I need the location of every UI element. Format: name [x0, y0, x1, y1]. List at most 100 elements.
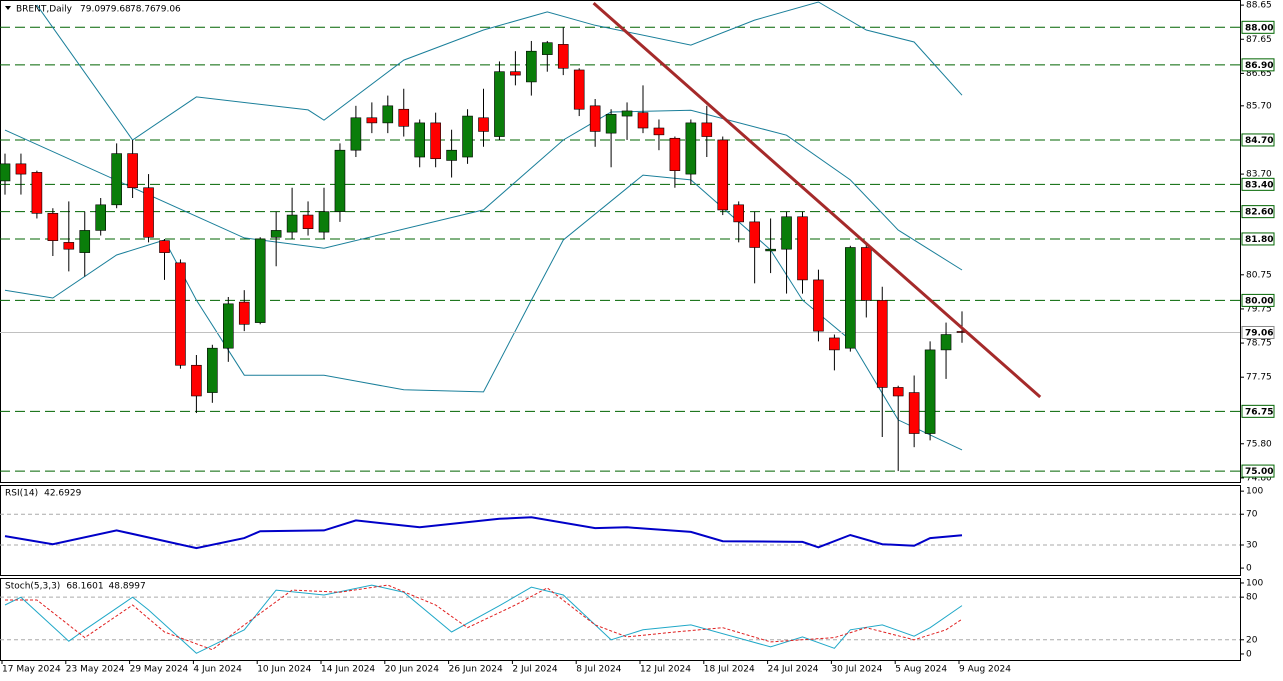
candle-body — [876, 300, 888, 388]
level-box — [1241, 232, 1275, 246]
candle-body — [334, 149, 346, 212]
level-label: 84.70 — [1245, 136, 1273, 146]
level-box — [1241, 404, 1275, 418]
low-value: 78.76 — [130, 5, 156, 15]
candle-body — [15, 163, 27, 175]
candle-body — [605, 114, 617, 134]
candle-body — [557, 44, 569, 69]
x-tick-label: 30 Jul 2024 — [831, 665, 882, 675]
candle-body — [813, 279, 824, 332]
close-value: 79.06 — [155, 5, 181, 15]
candle-body — [79, 230, 91, 253]
candle-body — [223, 303, 234, 349]
candle-body — [717, 139, 729, 211]
indicator-title: Stoch(5,3,3) — [5, 582, 60, 592]
indicator-tick-label: 100 — [1246, 578, 1263, 588]
price-box — [1241, 325, 1275, 339]
candle-body — [414, 122, 426, 158]
level-label: 76.75 — [1245, 407, 1273, 417]
candle-body — [940, 334, 952, 351]
candle-body — [159, 240, 170, 253]
candle-body — [653, 127, 665, 136]
candle-body — [127, 153, 138, 189]
x-tick-label: 23 May 2024 — [66, 665, 125, 675]
indicator-tick-label: 70 — [1246, 510, 1258, 520]
candle-body — [382, 105, 394, 124]
x-tick-label: 29 May 2024 — [130, 665, 189, 675]
candle-body — [398, 108, 410, 127]
candle-body — [765, 248, 776, 252]
candle-body — [637, 112, 649, 129]
candle-body — [270, 230, 282, 238]
high-value: 79.68 — [105, 5, 131, 15]
candle-body — [478, 117, 489, 132]
level-label: 80.00 — [1245, 296, 1273, 306]
y-tick-label: 86.65 — [1246, 69, 1272, 79]
x-tick-label: 17 May 2024 — [2, 665, 61, 675]
stoch-panel — [0, 578, 1241, 661]
indicator-value: 48.8997 — [109, 582, 146, 592]
indicator-tick-label: 80 — [1246, 593, 1258, 603]
x-tick-label: 10 Jun 2024 — [257, 665, 311, 675]
x-tick-label: 14 Jun 2024 — [321, 665, 375, 675]
candle-body — [510, 71, 521, 76]
y-tick-label: 75.80 — [1246, 439, 1272, 449]
level-box — [1241, 133, 1275, 147]
indicator-tick-label: 0 — [1246, 564, 1252, 574]
candle-body — [462, 115, 473, 158]
candle-body — [302, 214, 314, 230]
level-label: 75.00 — [1245, 467, 1273, 477]
indicator-line — [5, 584, 963, 651]
candle-body — [749, 221, 760, 248]
chart-title: BRENT,Daily — [16, 5, 73, 15]
price-label: 79.06 — [1245, 328, 1273, 338]
level-box — [1241, 464, 1275, 478]
y-tick-label: 85.70 — [1246, 101, 1272, 111]
candle-body — [238, 301, 250, 325]
indicator-tick-label: 30 — [1246, 541, 1258, 551]
indicator-plot — [0, 584, 1240, 654]
candle-body — [829, 337, 840, 351]
candle-body — [254, 238, 266, 323]
trendline — [592, 1, 1042, 399]
level-label: 83.40 — [1245, 180, 1273, 190]
candle-body — [892, 387, 904, 397]
candle-body — [286, 214, 298, 233]
y-tick-label: 88.65 — [1246, 1, 1272, 11]
candle-body — [526, 50, 537, 83]
candle-body — [797, 216, 808, 281]
indicator-tick-label: 100 — [1246, 487, 1263, 497]
level-label: 86.90 — [1245, 61, 1273, 71]
level-box — [1241, 293, 1275, 307]
y-tick-label: 79.75 — [1246, 304, 1272, 314]
candle-body — [494, 71, 505, 137]
level-box — [1241, 205, 1275, 219]
x-tick-label: 2 Jul 2024 — [512, 665, 557, 675]
candle-body — [31, 172, 43, 214]
level-label: 81.80 — [1245, 235, 1273, 245]
candle-body — [207, 347, 218, 393]
level-label: 88.00 — [1245, 23, 1273, 33]
x-tick-label: 8 Jul 2024 — [576, 665, 621, 675]
x-tick-label: 4 Jun 2024 — [193, 665, 242, 675]
x-tick-label: 5 Aug 2024 — [895, 665, 947, 675]
candle-body — [781, 216, 792, 250]
y-tick-label: 83.70 — [1246, 170, 1272, 180]
x-tick-label: 18 Jul 2024 — [704, 665, 755, 675]
open-value: 79.09 — [80, 5, 106, 15]
candle-body — [924, 349, 936, 434]
y-tick-label: 80.75 — [1246, 270, 1272, 280]
level-label: 82.60 — [1245, 208, 1273, 218]
rsi-panel — [0, 485, 1241, 576]
indicator-tick-label: 0 — [1246, 649, 1252, 659]
band-line — [4, 174, 963, 451]
indicator-plot — [0, 513, 1240, 550]
candle-body — [95, 204, 106, 231]
level-box — [1241, 177, 1275, 191]
candle-body — [446, 149, 457, 161]
x-tick-label: 9 Aug 2024 — [959, 665, 1011, 675]
candle-body — [350, 117, 362, 151]
x-tick-label: 26 Jun 2024 — [449, 665, 503, 675]
y-tick-label: 78.75 — [1246, 339, 1272, 349]
main-plot — [0, 1, 1240, 472]
